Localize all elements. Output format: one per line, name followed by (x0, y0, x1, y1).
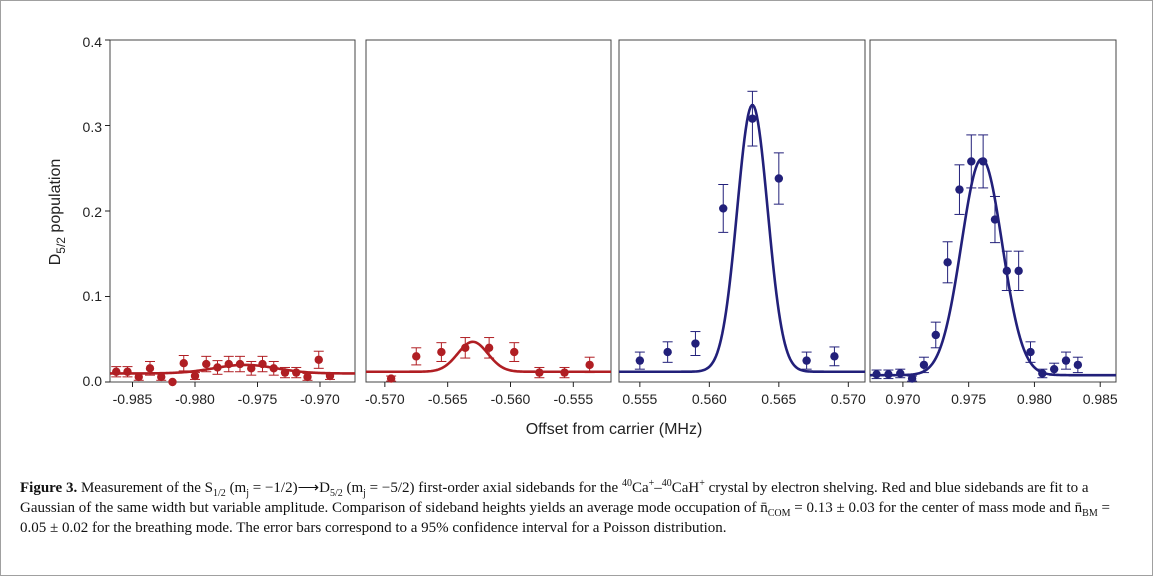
data-point-red-com-4 (157, 372, 166, 382)
x-tick-label-red-com-3: -0.970 (300, 391, 340, 407)
data-point-red-bm-7 (560, 368, 569, 377)
fit-curve-blue-bm (619, 103, 865, 374)
x-tick-label-blue-bm-3: 0.570 (831, 391, 866, 407)
data-point-red-bm-1 (412, 352, 421, 361)
data-point-blue-bm-4 (748, 114, 757, 123)
data-point-red-com-12 (247, 364, 256, 373)
panel-frame-blue-bm (618, 39, 866, 383)
x-tick-label-blue-com-3: 0.985 (1083, 391, 1118, 407)
data-point-red-com-6 (179, 358, 188, 368)
data-point-blue-bm-3 (719, 204, 728, 213)
data-point-blue-com-15 (1049, 364, 1059, 374)
data-point-red-com-11 (235, 359, 245, 369)
chart-figure: -0.985 -0.980 -0.975 -0.970 -0.570 -0.565 -0.5… (47, 34, 1118, 438)
data-point-blue-com-4 (919, 360, 929, 370)
data-point-blue-bm-6 (802, 356, 811, 365)
x-tick-label-blue-com-2: 0.980 (1017, 391, 1052, 407)
x-tick-label-blue-bm-0: 0.555 (622, 391, 657, 407)
x-axis-title: Offset from carrier (MHz) (526, 421, 703, 438)
data-point-red-bm-4 (484, 343, 494, 352)
data-point-red-com-18 (314, 355, 323, 364)
data-point-blue-com-2 (896, 369, 905, 378)
chart-panels: -0.985 -0.980 -0.975 -0.970 -0.570 -0.565 -0.5… (105, 39, 1118, 407)
panel-frame-blue-com (869, 39, 1117, 383)
data-point-red-com-9 (213, 363, 222, 372)
data-point-blue-com-9 (978, 157, 988, 166)
data-point-blue-bm-2 (691, 339, 700, 348)
data-point-red-com-3 (145, 364, 155, 373)
fit-curve-blue-com (870, 157, 1116, 377)
data-point-red-com-0 (112, 367, 121, 376)
data-point-blue-com-13 (1026, 347, 1035, 357)
data-point-blue-com-16 (1061, 356, 1071, 365)
data-point-red-bm-5 (510, 347, 519, 357)
x-tick-label-blue-bm-2: 0.565 (761, 391, 796, 407)
fit-curve-red-bm (366, 340, 611, 374)
figure-caption: Figure 3. Measurement of the S1/2 (mj = … (20, 478, 1110, 537)
data-point-blue-com-1 (884, 370, 893, 379)
panel-frame-red-bm (365, 39, 612, 383)
data-point-blue-com-17 (1073, 360, 1083, 370)
data-point-red-com-1 (123, 367, 132, 376)
x-tick-label-red-bm-0: -0.570 (365, 391, 405, 407)
data-point-red-bm-2 (437, 347, 446, 357)
x-tick-label-red-bm-1: -0.565 (428, 391, 468, 407)
data-point-blue-com-11 (1002, 266, 1012, 276)
data-point-red-bm-3 (461, 343, 470, 352)
data-point-blue-com-7 (955, 185, 964, 194)
data-point-red-com-19 (325, 371, 335, 381)
x-tick-label-red-com-0: -0.985 (113, 391, 153, 407)
data-point-red-bm-0 (386, 374, 396, 383)
caption-label: Figure 3. (20, 480, 78, 496)
data-point-blue-bm-5 (774, 174, 784, 183)
data-point-blue-com-0 (872, 370, 881, 379)
data-point-blue-com-10 (990, 215, 1000, 224)
y-axis-title: D5/2 population (47, 159, 68, 266)
data-point-blue-com-12 (1014, 266, 1023, 276)
x-tick-label-red-com-1: -0.980 (175, 391, 215, 407)
data-point-blue-com-8 (967, 157, 976, 166)
x-tick-label-blue-bm-1: 0.560 (692, 391, 727, 407)
data-point-red-com-16 (292, 368, 301, 377)
x-tick-label-red-bm-2: -0.560 (491, 391, 531, 407)
y-tick-label-1: 0.1 (83, 288, 103, 304)
data-point-red-com-15 (280, 368, 290, 377)
data-point-red-com-13 (258, 359, 267, 369)
data-point-red-com-17 (303, 372, 312, 382)
data-point-blue-bm-7 (830, 352, 839, 361)
data-point-red-com-5 (168, 377, 177, 387)
x-tick-label-red-com-2: -0.975 (238, 391, 278, 407)
data-point-blue-com-5 (931, 330, 940, 340)
data-point-blue-bm-0 (635, 356, 645, 365)
data-point-red-bm-8 (585, 360, 594, 370)
y-tick-label-0: 0.0 (83, 373, 103, 389)
panel-frame-red-com (109, 39, 356, 383)
data-point-blue-bm-1 (663, 347, 672, 357)
x-tick-label-red-bm-3: -0.555 (553, 391, 593, 407)
data-point-red-com-14 (269, 364, 278, 373)
y-tick-labels: 0.0 0.1 0.2 0.3 0.4 (83, 34, 103, 389)
data-point-blue-com-14 (1038, 369, 1047, 378)
data-point-red-com-2 (134, 372, 143, 382)
x-tick-label-blue-com-0: 0.970 (885, 391, 920, 407)
y-tick-label-3: 0.3 (83, 119, 103, 135)
data-point-blue-com-3 (907, 374, 917, 383)
x-tick-label-blue-com-1: 0.975 (951, 391, 986, 407)
y-tick-label-2: 0.2 (83, 204, 103, 220)
data-point-red-com-10 (224, 359, 233, 369)
data-point-red-com-8 (202, 359, 211, 369)
y-tick-label-4: 0.4 (83, 34, 103, 50)
data-point-red-com-7 (190, 371, 200, 381)
data-point-red-bm-6 (535, 368, 544, 377)
data-point-blue-com-6 (943, 258, 952, 267)
